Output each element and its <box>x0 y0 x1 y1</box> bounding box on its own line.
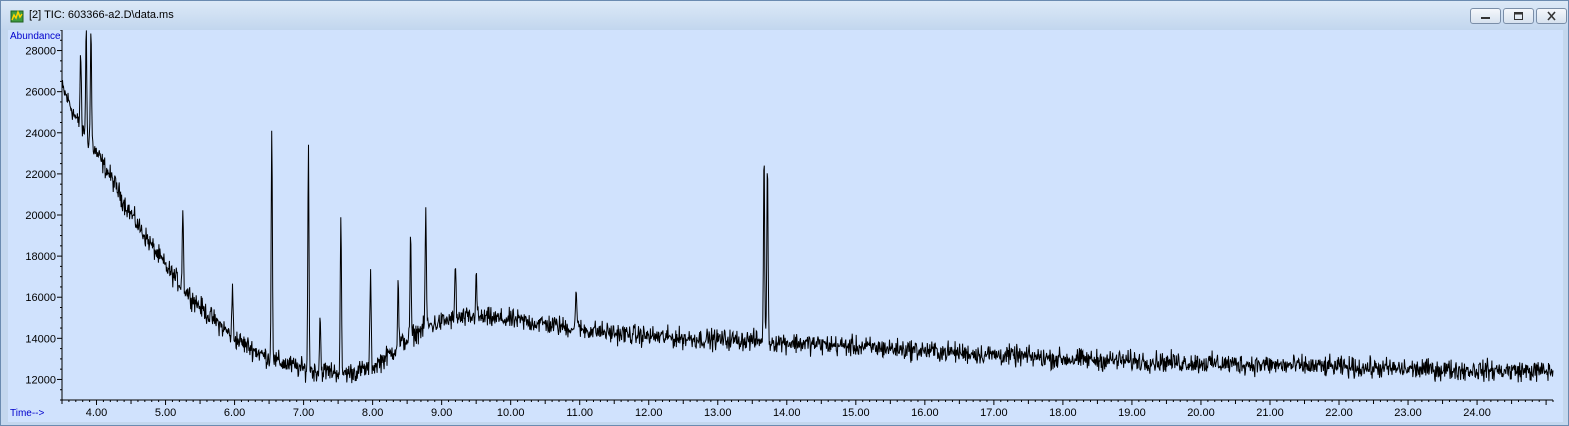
x-tick-label: 17.00 <box>980 407 1008 419</box>
maximize-button[interactable] <box>1503 8 1534 24</box>
x-axis: 4.00 5.00 6.00 7.00 8.00 9.00 10.00 11.00 12.00 1… <box>61 400 1554 419</box>
x-tick-label: 15.00 <box>842 407 870 419</box>
x-axis-title: Time--> <box>10 408 45 419</box>
x-tick-label: 10.00 <box>497 407 525 419</box>
close-button[interactable] <box>1536 8 1567 24</box>
tic-trace-line <box>61 30 1554 384</box>
y-tick-label: 28000 <box>25 46 56 58</box>
y-tick-label: 12000 <box>25 374 56 386</box>
x-tick-label: 11.00 <box>566 407 593 419</box>
window-title: [2] TIC: 603366-a2.D\data.ms <box>29 9 174 21</box>
x-tick-label: 7.00 <box>293 407 314 419</box>
y-tick-label: 18000 <box>25 251 56 263</box>
x-tick-label: 24.00 <box>1463 407 1491 419</box>
x-tick-label: 5.00 <box>155 407 176 419</box>
chromatogram-chart[interactable]: 12000 14000 16000 18000 20000 22000 24000 26000… <box>8 30 1563 422</box>
x-tick-label: 14.00 <box>773 407 801 419</box>
title-bar[interactable]: [2] TIC: 603366-a2.D\data.ms <box>1 1 1568 30</box>
y-axis: 12000 14000 16000 18000 20000 22000 24000 26000… <box>25 30 62 401</box>
maximize-icon <box>1514 12 1523 20</box>
y-tick-label: 20000 <box>25 210 56 222</box>
x-tick-label: 8.00 <box>362 407 383 419</box>
x-tick-label: 21.00 <box>1256 407 1284 419</box>
y-axis-title: Abundance <box>10 31 61 42</box>
y-tick-label: 26000 <box>25 87 56 99</box>
x-tick-label: 23.00 <box>1394 407 1422 419</box>
y-tick-label: 22000 <box>25 169 56 181</box>
tic-trace <box>61 30 1554 384</box>
close-icon <box>1547 11 1556 21</box>
x-tick-label: 12.00 <box>635 407 663 419</box>
chromatogram-app-icon <box>10 9 24 23</box>
chart-area[interactable]: 12000 14000 16000 18000 20000 22000 24000 26000… <box>8 30 1563 422</box>
x-tick-label: 22.00 <box>1325 407 1353 419</box>
x-tick-label: 9.00 <box>431 407 452 419</box>
y-tick-label: 14000 <box>25 333 56 345</box>
x-tick-label: 4.00 <box>86 407 107 419</box>
y-tick-label: 16000 <box>25 292 56 304</box>
x-tick-label: 20.00 <box>1187 407 1215 419</box>
minimize-icon <box>1481 17 1490 19</box>
x-tick-label: 13.00 <box>704 407 732 419</box>
minimize-button[interactable] <box>1470 8 1501 24</box>
x-tick-label: 16.00 <box>911 407 939 419</box>
x-tick-label: 19.00 <box>1118 407 1146 419</box>
y-tick-label: 24000 <box>25 128 56 140</box>
x-tick-label: 18.00 <box>1049 407 1077 419</box>
x-tick-label: 6.00 <box>224 407 245 419</box>
